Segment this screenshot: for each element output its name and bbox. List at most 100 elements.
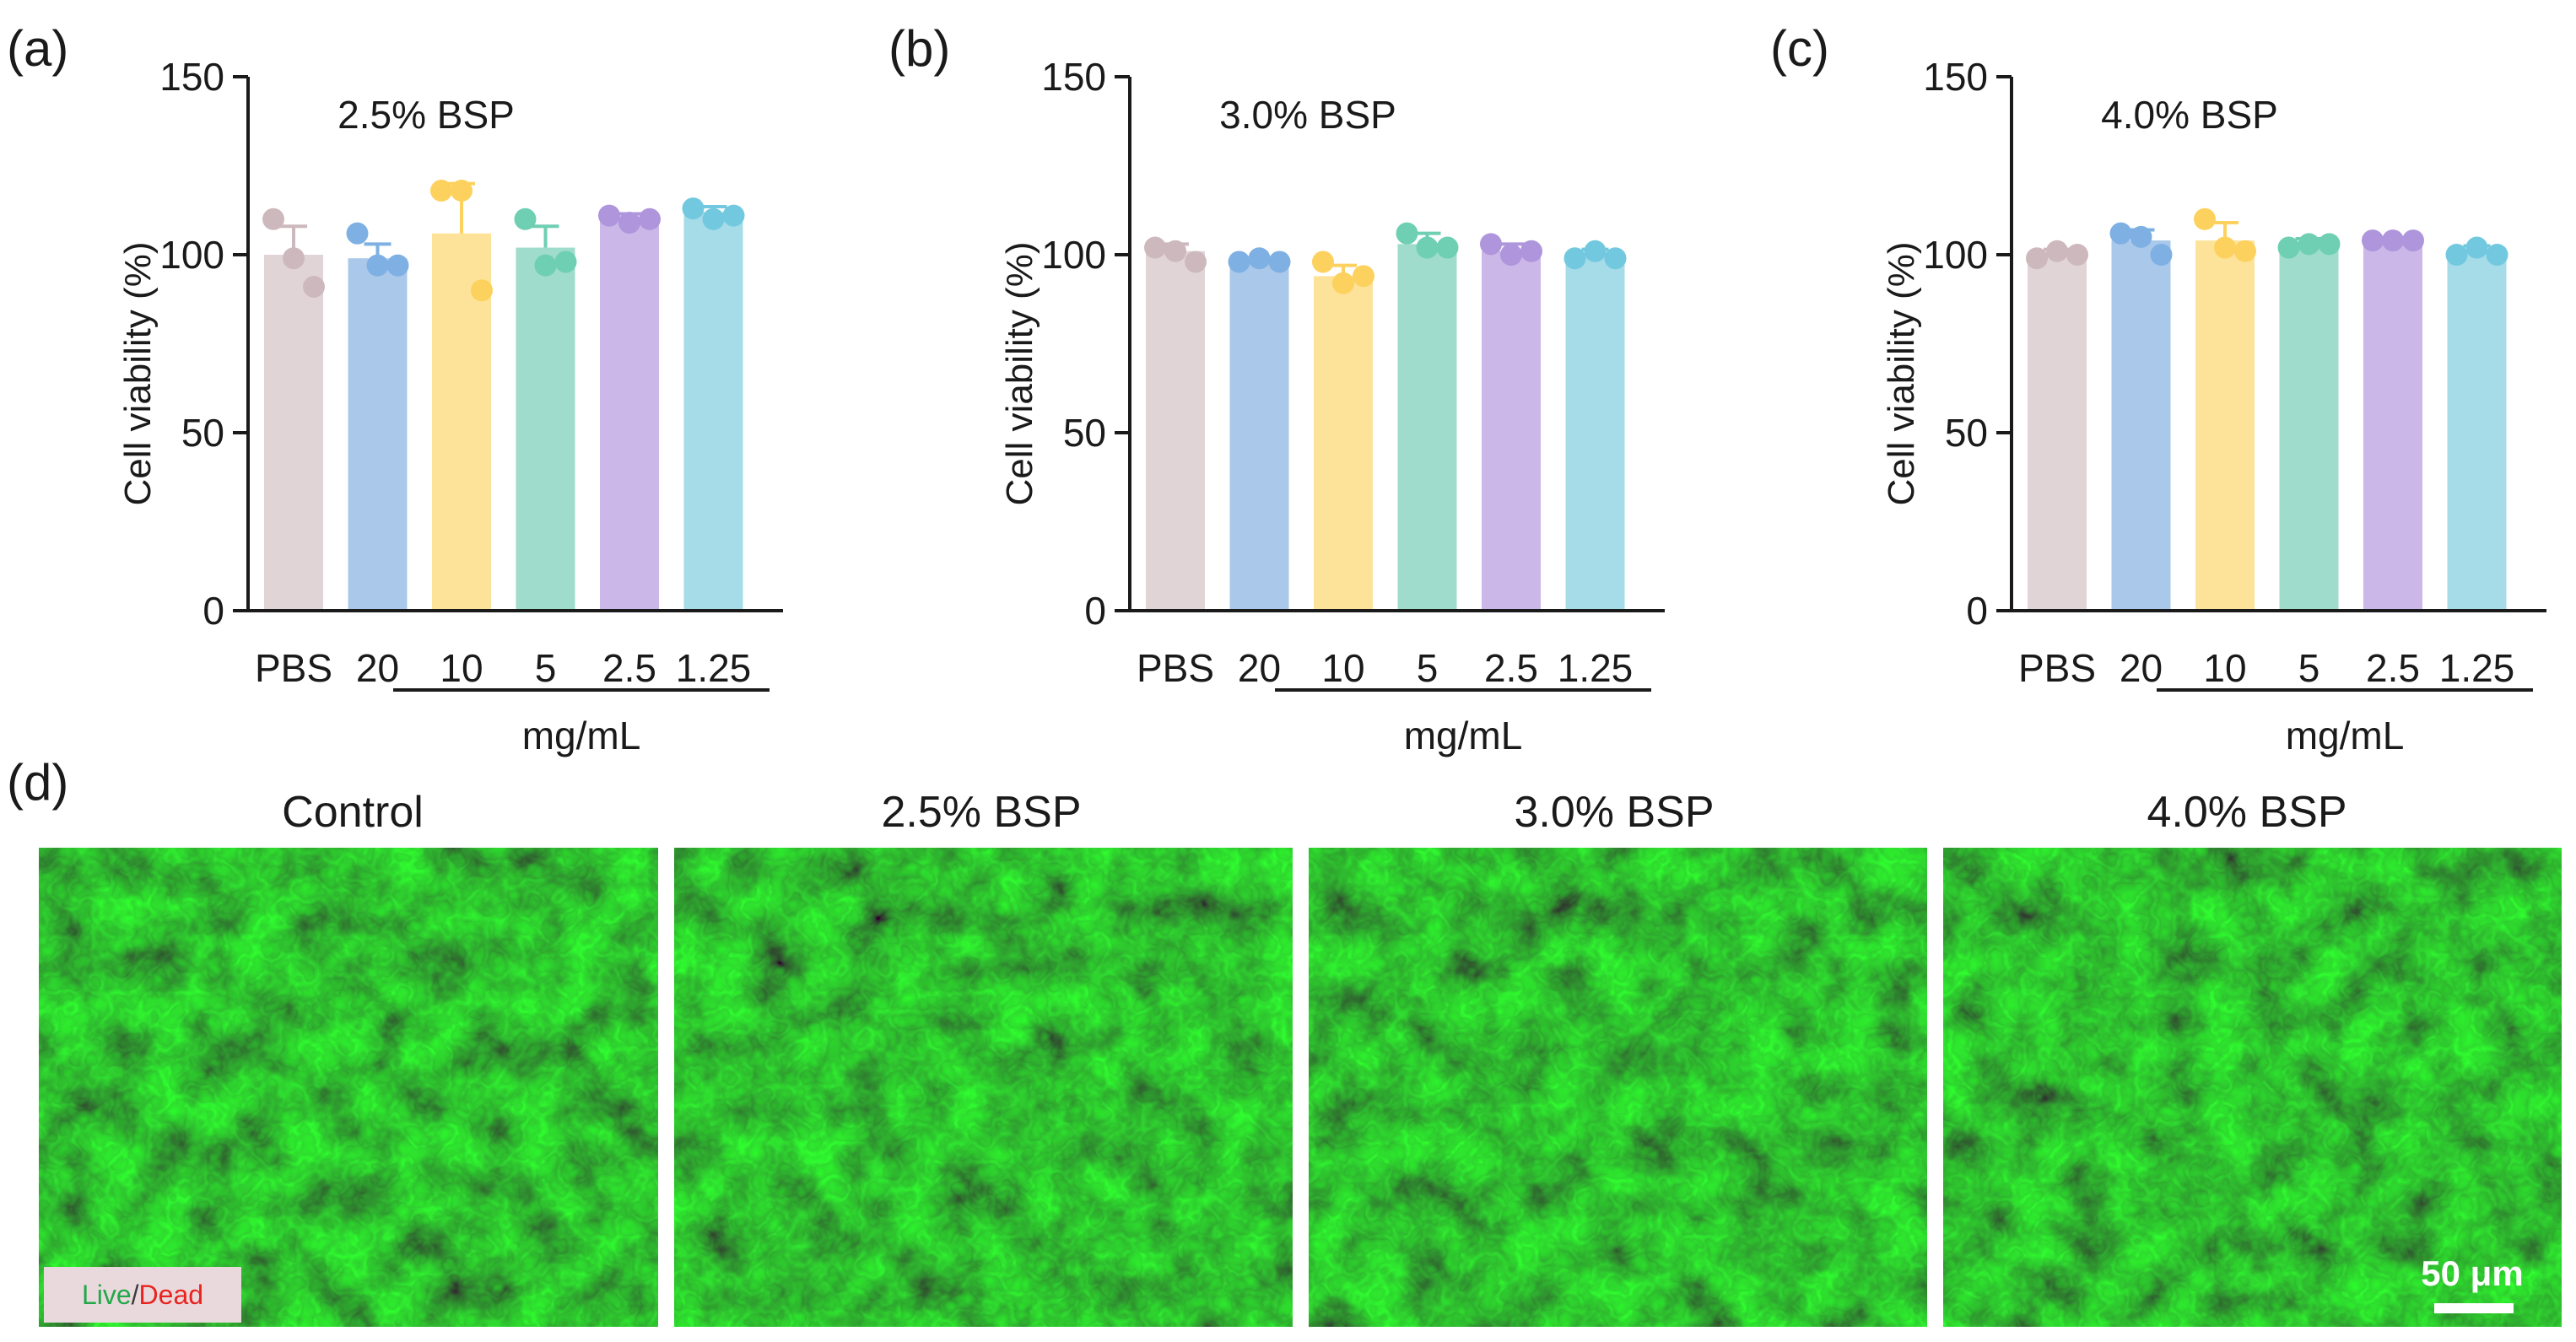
legend-live: Live xyxy=(82,1280,132,1310)
y-tick-label: 0 xyxy=(203,589,224,633)
micrograph-title-control: Control xyxy=(282,788,424,837)
viability-chart-3.0: (b) 3.0% BSP Cell viability (%) 0 50 100 15… xyxy=(888,20,1665,757)
data-point-PBS xyxy=(1164,240,1186,262)
chart-title: 4.0% BSP xyxy=(2101,93,2278,137)
data-point-20 xyxy=(1268,251,1291,273)
data-point-20 xyxy=(1248,247,1271,270)
category-label-10: 10 xyxy=(2203,646,2246,690)
bar-2.5 xyxy=(2363,240,2422,611)
category-label-1.25: 1.25 xyxy=(1558,646,1634,690)
bar-1.25 xyxy=(683,212,743,612)
category-label-1.25: 1.25 xyxy=(2439,646,2515,690)
data-point-2.5 xyxy=(1500,244,1522,266)
bars xyxy=(1146,244,1625,611)
y-tick-label: 150 xyxy=(1041,55,1106,99)
category-labels: PBS 20 10 5 2.5 1.25 xyxy=(1137,646,1633,690)
data-point-10 xyxy=(2194,207,2216,230)
category-label-PBS: PBS xyxy=(1137,646,1214,690)
svg-text:Live/Dead: Live/Dead xyxy=(82,1280,203,1310)
panel-letter-d: (d) xyxy=(7,754,68,811)
category-label-1.25: 1.25 xyxy=(676,646,752,690)
y-axis-label: Cell viability (%) xyxy=(1881,242,1922,506)
micrograph-4.0-bsp xyxy=(1943,848,2562,1327)
bar-20 xyxy=(2111,240,2171,611)
y-tick-label: 50 xyxy=(181,411,224,455)
y-axis-ticks: 0 50 100 150 xyxy=(159,55,248,633)
data-points xyxy=(262,180,745,302)
category-label-20: 20 xyxy=(1238,646,1281,690)
micrograph-title-4.0: 4.0% BSP xyxy=(2147,788,2346,837)
x-axis-unit-label: mg/mL xyxy=(522,714,641,757)
y-tick-label: 150 xyxy=(1923,55,1988,99)
data-point-5 xyxy=(1436,236,1459,259)
category-label-5: 5 xyxy=(535,646,557,690)
data-point-5 xyxy=(554,251,577,273)
micrograph-title-2.5: 2.5% BSP xyxy=(881,788,1081,837)
category-label-2.5: 2.5 xyxy=(602,646,656,690)
data-point-2.5 xyxy=(639,207,661,230)
data-point-1.25 xyxy=(682,197,705,220)
scale-bar: 50 μm xyxy=(2421,1253,2524,1313)
y-tick-label: 50 xyxy=(1945,411,1988,455)
data-point-10 xyxy=(471,279,493,302)
category-label-PBS: PBS xyxy=(255,646,332,690)
panel-letter-c: (c) xyxy=(1770,20,1829,77)
chart-title: 3.0% BSP xyxy=(1219,93,1396,137)
bars xyxy=(264,212,743,612)
panel-letter-b: (b) xyxy=(888,20,950,77)
data-point-2.5 xyxy=(2402,229,2424,252)
bar-20 xyxy=(1229,261,1289,611)
data-point-1.25 xyxy=(702,207,725,230)
category-label-10: 10 xyxy=(440,646,483,690)
data-point-10 xyxy=(1353,265,1374,288)
category-label-PBS: PBS xyxy=(2018,646,2096,690)
data-point-PBS xyxy=(1185,251,1207,273)
legend-separator: / xyxy=(132,1280,139,1310)
data-point-10 xyxy=(430,180,452,202)
y-axis-label: Cell viability (%) xyxy=(117,242,159,506)
data-point-20 xyxy=(2150,244,2173,266)
x-axis-unit-label: mg/mL xyxy=(1404,714,1523,757)
y-tick-label: 50 xyxy=(1063,411,1106,455)
data-point-10 xyxy=(1312,251,1334,273)
bars xyxy=(2028,240,2507,611)
data-point-PBS xyxy=(2026,247,2048,270)
y-tick-label: 150 xyxy=(159,55,224,99)
category-label-2.5: 2.5 xyxy=(1484,646,1538,690)
data-points xyxy=(2026,207,2508,270)
data-point-5 xyxy=(2298,233,2320,256)
category-label-20: 20 xyxy=(356,646,399,690)
category-label-2.5: 2.5 xyxy=(2366,646,2420,690)
bar-1.25 xyxy=(1565,255,1625,611)
data-point-2.5 xyxy=(618,212,640,234)
x-axis-unit-label: mg/mL xyxy=(2286,714,2405,757)
data-point-1.25 xyxy=(1563,247,1586,270)
data-point-1.25 xyxy=(2486,244,2508,266)
data-point-1.25 xyxy=(1584,240,1607,262)
bar-1.25 xyxy=(2447,251,2507,611)
data-points xyxy=(1144,222,1627,294)
data-point-2.5 xyxy=(2382,229,2404,252)
data-point-10 xyxy=(451,180,473,202)
data-point-1.25 xyxy=(2465,236,2488,259)
live-dead-legend: Live/Dead xyxy=(44,1267,241,1323)
y-axis-label: Cell viability (%) xyxy=(999,242,1040,506)
data-point-20 xyxy=(346,222,369,245)
bar-2.5 xyxy=(1482,251,1541,611)
data-point-2.5 xyxy=(598,204,620,227)
bar-10 xyxy=(2195,240,2255,611)
bar-2.5 xyxy=(600,218,659,611)
data-point-20 xyxy=(2130,225,2152,248)
micrograph-title-3.0: 3.0% BSP xyxy=(1514,788,1714,837)
data-point-5 xyxy=(514,207,537,230)
y-tick-label: 100 xyxy=(1041,233,1106,277)
data-point-10 xyxy=(2234,240,2256,262)
y-tick-label: 0 xyxy=(1966,589,1988,633)
y-axis-ticks: 0 50 100 150 xyxy=(1923,55,2012,633)
viability-chart-2.5: (a) 2.5% BSP Cell viability (%) 0 50 100 15… xyxy=(7,20,783,757)
data-point-PBS xyxy=(1144,236,1166,259)
data-point-5 xyxy=(1396,222,1418,245)
data-point-10 xyxy=(2214,236,2236,259)
data-point-1.25 xyxy=(722,204,745,227)
